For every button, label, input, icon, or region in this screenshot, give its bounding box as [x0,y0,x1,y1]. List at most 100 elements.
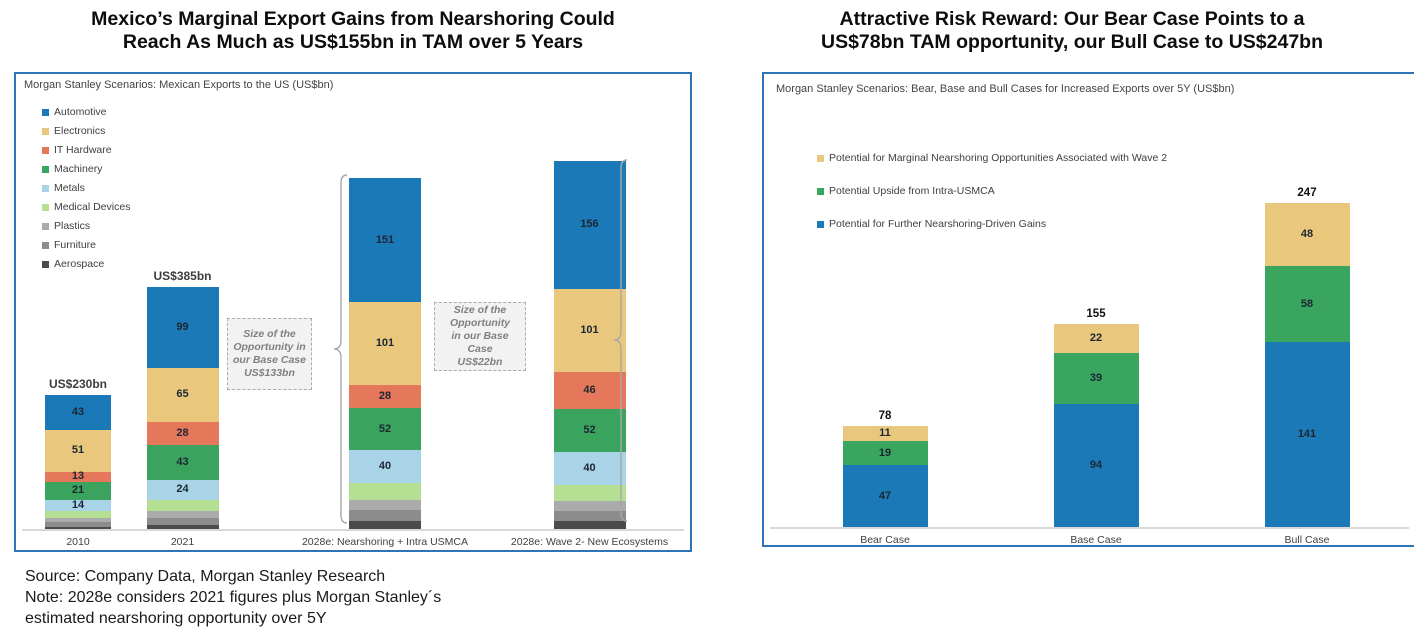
curly-brace-icon [333,174,348,524]
legend-label: IT Hardware [54,144,112,156]
legend-label: Potential Upside from Intra-USMCA [829,185,995,197]
segment-electronics: 101 [349,301,421,385]
right-chart-title: Attractive Risk Reward: Our Bear Case Po… [821,8,1323,53]
segment-automotive: 99 [146,287,219,369]
bar-2028e-wave-2-new-ecosystems: 40 52 46 101 156 [553,160,626,529]
segment-aerospace [553,520,626,529]
segment-potential-for-further-nearshoring-driven-gains: 94 [1053,403,1139,527]
segment-metals: 40 [349,450,421,484]
bar-base-case: 94 39 22 [1053,323,1139,527]
legend-label: Metals [54,182,85,194]
bar-total-label: 78 [878,410,892,423]
legend-swatch-icon [42,222,49,230]
legend-item-plastics: Plastics [42,220,130,232]
legend-item-it-hardware: IT Hardware [42,144,130,156]
callout-base-case-22bn: Size of the Opportunity in our Base Case… [434,302,526,371]
legend-item-medical-devices: Medical Devices [42,201,130,213]
segment-aerospace [45,526,111,529]
segment-potential-upside-from-intra-usmca: 19 [842,440,928,466]
left-x-axis-line [22,529,684,531]
legend-swatch-icon [42,108,49,116]
legend-item-metals: Metals [42,182,130,194]
legend-swatch-icon [817,154,824,162]
legend-item-electronics: Electronics [42,125,130,137]
curly-brace-icon [613,159,628,522]
segment-electronics: 51 [45,429,111,472]
right-chart-subtitle: Morgan Stanley Scenarios: Bear, Base and… [776,83,1235,95]
source-note: Source: Company Data, Morgan Stanley Res… [25,568,442,627]
segment-metals: 40 [553,451,626,485]
bar-2010: 14 21 13 51 43 [45,394,111,529]
legend-item-potential-for-further-nearshoring-driven-gains: Potential for Further Nearshoring-Driven… [817,218,1167,230]
legend-swatch-icon [42,203,49,211]
right-chart-panel: Morgan Stanley Scenarios: Bear, Base and… [762,72,1414,547]
segment-machinery: 52 [553,409,626,452]
segment-plastics [45,517,111,523]
bar-2021: 24 43 28 65 99 [146,287,219,529]
right-legend: Potential for Marginal Nearshoring Oppor… [817,152,1167,251]
left-chart-subtitle: Morgan Stanley Scenarios: Mexican Export… [24,79,334,91]
left-legend: Automotive Electronics IT Hardware Machiner… [42,106,130,277]
legend-label: Aerospace [54,258,105,270]
segment-it-hardware: 28 [349,384,421,408]
segment-metals: 24 [146,479,219,500]
callout-base-case-133bn: Size of the Opportunity in our Base Case… [227,318,312,390]
segment-medical-devices [146,499,219,511]
bar-2028e-nearshoring-intra-usmca: 40 52 28 101 151 [349,178,421,529]
segment-automotive: 43 [45,394,111,430]
legend-label: Potential for Marginal Nearshoring Oppor… [829,152,1168,164]
segment-it-hardware: 28 [146,421,219,445]
segment-machinery: 43 [146,444,219,480]
legend-item-aerospace: Aerospace [42,258,130,270]
legend-swatch-icon [817,187,824,195]
legend-swatch-icon [817,220,824,228]
segment-potential-for-marginal-nearshoring-opportunities-associated-with-wave-2: 11 [842,426,928,441]
legend-label: Potential for Further Nearshoring-Driven… [829,218,1047,230]
left-chart-title: Mexico’s Marginal Export Gains from Near… [91,8,615,53]
right-x-axis-line [770,527,1409,529]
segment-automotive: 151 [349,178,421,302]
legend-swatch-icon [42,260,49,268]
legend-swatch-icon [42,127,49,135]
segment-potential-for-marginal-nearshoring-opportunities-associated-with-wave-2: 48 [1264,203,1350,267]
legend-label: Furniture [54,239,97,251]
segment-furniture [146,518,219,525]
x-axis-label-base-case: Base Case [1070,534,1122,546]
segment-machinery: 21 [45,482,111,500]
legend-label: Machinery [54,163,103,175]
legend-item-potential-for-marginal-nearshoring-opportunities-associated-with-wave-2: Potential for Marginal Nearshoring Oppor… [817,152,1167,164]
segment-it-hardware: 46 [553,371,626,410]
segment-medical-devices [349,483,421,500]
legend-item-potential-upside-from-intra-usmca: Potential Upside from Intra-USMCA [817,185,1167,197]
legend-swatch-icon [42,184,49,192]
segment-plastics [146,510,219,519]
bar-bull-case: 141 58 48 [1264,203,1350,527]
segment-medical-devices [45,511,111,518]
bar-total-label: US$230bn [48,376,108,391]
left-bars-area: 14 21 13 51 43 US$230bn 2010 24 43 28 65 99 US$385bn… [16,74,690,550]
segment-electronics: 101 [553,288,626,372]
legend-swatch-icon [42,146,49,154]
segment-potential-upside-from-intra-usmca: 39 [1053,352,1139,404]
bar-bear-case: 47 19 11 [842,426,928,527]
segment-automotive: 156 [553,160,626,289]
legend-item-furniture: Furniture [42,239,130,251]
segment-potential-upside-from-intra-usmca: 58 [1264,266,1350,343]
segment-aerospace [349,520,421,529]
bar-total-label: 247 [1297,187,1317,200]
x-axis-label-2028e-nearshoring-intra-usmca: 2028e: Nearshoring + Intra USMCA [301,536,469,548]
segment-medical-devices [553,484,626,502]
legend-swatch-icon [42,241,49,249]
segment-potential-for-further-nearshoring-driven-gains: 47 [842,465,928,527]
legend-item-automotive: Automotive [42,106,130,118]
bar-total-label: 155 [1086,307,1106,320]
segment-plastics [553,501,626,511]
right-bars-area: 47 19 11 78 Bear Case 94 39 22 155 Base Case 141 58… [764,74,1414,546]
x-axis-label-2028e-wave-2-new-ecosystems: 2028e: Wave 2- New Ecosystems [510,536,669,548]
segment-aerospace [146,524,219,529]
segment-plastics [349,499,421,511]
segment-potential-for-further-nearshoring-driven-gains: 141 [1264,342,1350,527]
segment-furniture [349,510,421,521]
x-axis-label-2010: 2010 [66,536,90,548]
